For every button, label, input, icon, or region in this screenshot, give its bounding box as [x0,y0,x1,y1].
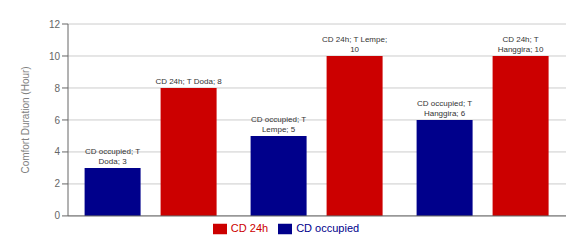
svg-text:CD 24h; THanggira; 10: CD 24h; THanggira; 10 [498,35,544,54]
svg-text:12: 12 [49,19,61,30]
html-text:CD occupied: CD occupied [296,221,360,234]
svg-text:CD 24h; T Lempe;10: CD 24h; T Lempe;10 [322,35,387,54]
svg-text:2: 2 [54,178,60,189]
svg-text:8: 8 [54,83,60,94]
svg-text:10: 10 [49,51,61,62]
html-text:CD 24h: CD 24h [230,221,269,234]
svg-text:4: 4 [54,146,60,157]
svg-text:0: 0 [54,210,60,221]
svg-text:6: 6 [54,115,60,126]
svg-text:Comfort Duration (Hour): Comfort Duration (Hour) [20,66,31,173]
svg-text:CD occupied; TLempe; 5: CD occupied; TLempe; 5 [251,115,306,134]
svg-text:CD 24h; T Doda; 8: CD 24h; T Doda; 8 [155,77,222,86]
svg-text:CD occupied; TDoda; 3: CD occupied; TDoda; 3 [85,147,140,166]
svg-text:CD occupied; THanggira; 6: CD occupied; THanggira; 6 [417,99,472,118]
